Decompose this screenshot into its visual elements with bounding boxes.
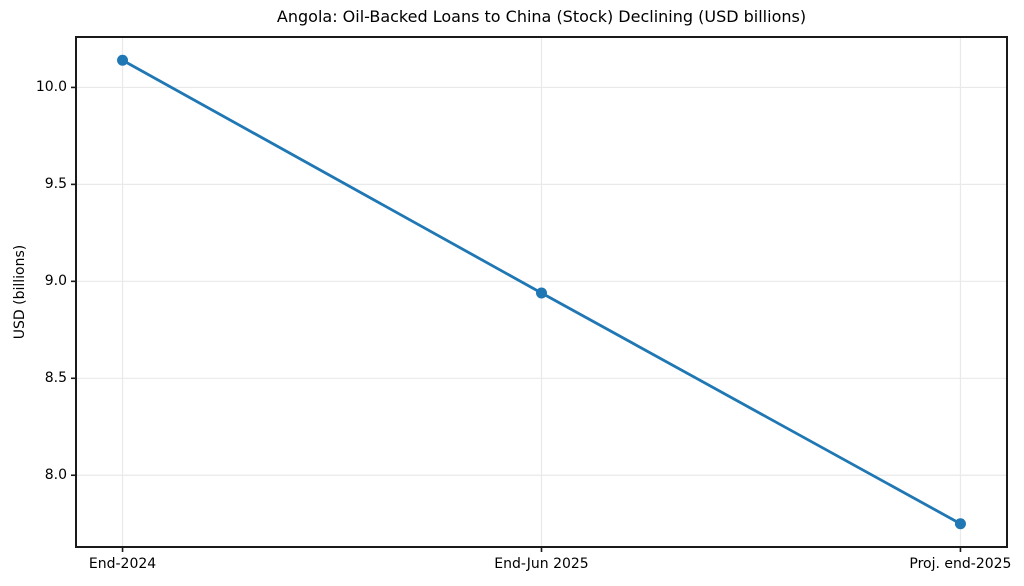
plot-area xyxy=(71,36,1008,552)
y-tick-label: 9.0 xyxy=(44,273,67,290)
x-tick-label: Proj. end-2025 xyxy=(909,556,1012,572)
data-point-marker xyxy=(536,287,547,299)
y-tick-label: 8.5 xyxy=(44,370,67,387)
data-point-marker xyxy=(954,518,966,530)
x-tick-label: End-2024 xyxy=(88,556,157,572)
y-tick-label: 8.0 xyxy=(44,467,67,484)
chart-title: Angola: Oil-Backed Loans to China (Stock… xyxy=(276,7,807,26)
plot-border xyxy=(75,36,1008,548)
y-tick-label: 9.5 xyxy=(44,176,67,193)
y-tick-label: 10.0 xyxy=(35,79,67,96)
line-chart-svg xyxy=(71,36,1008,552)
data-point-marker xyxy=(117,54,129,66)
x-tick-label: End-Jun 2025 xyxy=(494,556,589,572)
y-axis-label: USD (billions) xyxy=(12,244,28,340)
